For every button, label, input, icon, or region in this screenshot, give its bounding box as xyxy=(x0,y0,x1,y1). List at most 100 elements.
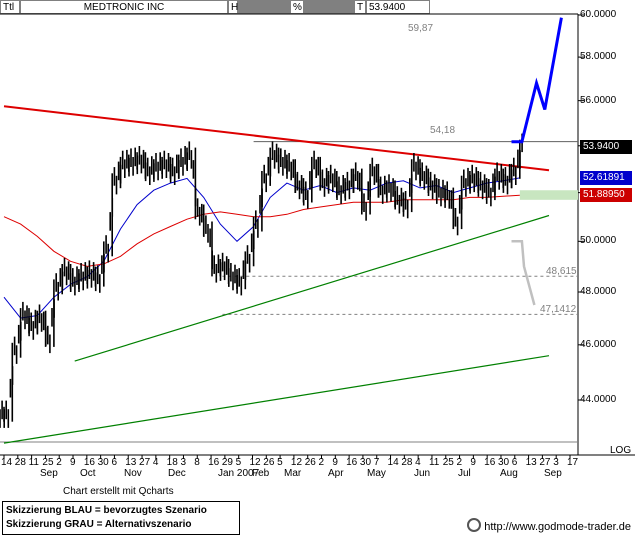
annotation-label: 47,1412 xyxy=(540,304,577,315)
x-tick-label: 30 xyxy=(97,457,109,468)
support-trendline xyxy=(3,355,550,444)
x-tick-label: 17 xyxy=(567,457,579,468)
scenario-layer xyxy=(511,17,563,306)
x-tick-label: 3 xyxy=(553,457,559,468)
x-tick-label: 13 xyxy=(125,457,137,468)
x-tick-label: 6 xyxy=(511,457,518,468)
x-tick-label: 2 xyxy=(318,457,325,468)
y-tick-label: 58.0000 xyxy=(580,51,617,63)
x-tick-label: 26 xyxy=(304,457,316,468)
credit-text: Chart erstellt mit Qcharts xyxy=(63,486,174,497)
x-month-label: Jan 2007 xyxy=(218,468,260,479)
y-tick-label: 46.0000 xyxy=(580,338,617,350)
x-tick-label: 30 xyxy=(359,457,372,468)
x-month-label: Dec xyxy=(168,468,186,479)
x-month-label: Feb xyxy=(252,468,270,479)
x-tick-label: 8 xyxy=(194,457,200,468)
x-tick-label: 4 xyxy=(152,457,159,468)
x-tick-label: 5 xyxy=(277,457,283,468)
x-tick-label: 30 xyxy=(497,457,510,468)
web-logo-icon xyxy=(467,518,482,532)
h-bar xyxy=(238,0,290,14)
scenario-legend: Skizzierung BLAU = bevorzugtes Szenario … xyxy=(2,501,240,535)
x-month-label: Apr xyxy=(328,468,344,479)
x-tick-label: 29 xyxy=(221,457,233,468)
log-label-text: LOG xyxy=(610,445,632,456)
x-month-label: Oct xyxy=(80,468,96,479)
x-tick-label: 9 xyxy=(332,457,338,468)
annotation-label: 48,615 xyxy=(546,266,577,277)
support-trendline xyxy=(74,214,550,362)
x-tick-label: 4 xyxy=(415,457,421,468)
x-tick-label: 26 xyxy=(263,457,275,468)
x-tick-label: 2 xyxy=(56,457,62,468)
x-tick-label: 16 xyxy=(83,457,95,468)
x-tick-label: 16 xyxy=(484,457,496,468)
annotation-layer: 59,87 54,18 48,615 47,1412 xyxy=(408,23,577,315)
legend-gray-line: Skizzierung GRAU = Alternativszenario xyxy=(6,519,192,530)
support-zone-layer xyxy=(519,190,578,200)
x-tick-label: 16 xyxy=(208,457,220,468)
header-price: 53.9400 xyxy=(369,2,406,13)
x-tick-label: 11 xyxy=(28,457,39,468)
x-tick-label: 6 xyxy=(111,457,117,468)
symbol-short: Ttl xyxy=(3,2,15,13)
last-price-flag: 51.88950 xyxy=(580,188,632,203)
log-scale-label: LOG xyxy=(610,445,631,456)
x-month-label: Aug xyxy=(500,468,518,479)
x-tick-label: 5 xyxy=(235,457,242,468)
price-bars-layer xyxy=(0,133,523,428)
x-tick-label: 16 xyxy=(346,457,358,468)
x-tick-label: 12 xyxy=(249,457,261,468)
x-tick-label: 27 xyxy=(539,457,551,468)
x-tick-label: 28 xyxy=(401,457,413,468)
x-tick-label: 13 xyxy=(525,457,537,468)
chart-title: MEDTRONIC INC xyxy=(83,2,165,13)
scenario-blue-path xyxy=(511,17,563,144)
pct-bar xyxy=(304,0,354,14)
chart-credit: Chart erstellt mit Qcharts xyxy=(63,486,174,497)
x-month-label: Sep xyxy=(544,468,562,479)
y-tick-label: 44.0000 xyxy=(580,394,617,405)
y-tick-label: 50.0000 xyxy=(580,235,617,247)
x-tick-label: 28 xyxy=(14,457,26,468)
x-tick-label: 9 xyxy=(470,457,476,468)
x-tick-label: 14 xyxy=(387,457,399,468)
x-tick-label: 9 xyxy=(70,457,76,468)
scenario-gray-path xyxy=(511,240,536,306)
h-label: H xyxy=(231,2,239,13)
y-tick-label: 48.0000 xyxy=(580,285,617,297)
x-tick-label: 2 xyxy=(456,457,463,468)
x-month-label: Jul xyxy=(458,468,471,479)
x-tick-label: 27 xyxy=(139,457,151,468)
x-tick-label: 18 xyxy=(166,457,178,468)
pct-label: % xyxy=(293,2,302,13)
x-month-label: Nov xyxy=(124,468,142,479)
y-tick-label: 56.0000 xyxy=(580,94,617,106)
support-zone xyxy=(519,190,578,200)
trendline-layer xyxy=(3,105,550,444)
x-tick-label: 12 xyxy=(290,457,303,468)
last-price-flag: 52.61891 xyxy=(580,170,632,185)
x-month-label: Sep xyxy=(40,468,58,479)
axis-ticks-layer xyxy=(3,14,584,459)
x-month-label: Jun xyxy=(414,468,431,479)
y-tick-label: 60.0000 xyxy=(580,9,617,20)
last-price-flag: 53.9400 xyxy=(580,140,632,155)
annotation-label: 59,87 xyxy=(408,23,433,34)
x-month-label: May xyxy=(367,468,386,479)
x-tick-label: 14 xyxy=(1,457,13,468)
x-tick-label: 7 xyxy=(373,457,380,468)
resistance-trendline xyxy=(3,105,550,172)
website-link[interactable]: http://www.godmode-trader.de xyxy=(484,521,631,533)
legend-blue-line: Skizzierung BLAU = bevorzugtes Szenario xyxy=(6,505,207,516)
website-footer[interactable]: http://www.godmode-trader.de xyxy=(467,518,631,533)
x-tick-label: 11 xyxy=(428,457,440,468)
x-month-label: Mar xyxy=(284,468,302,479)
annotation-label: 54,18 xyxy=(430,125,455,136)
x-tick-label: 3 xyxy=(180,457,187,468)
x-tick-label: 25 xyxy=(42,457,54,468)
x-tick-label: 25 xyxy=(442,457,454,468)
t-label: T xyxy=(357,2,364,13)
